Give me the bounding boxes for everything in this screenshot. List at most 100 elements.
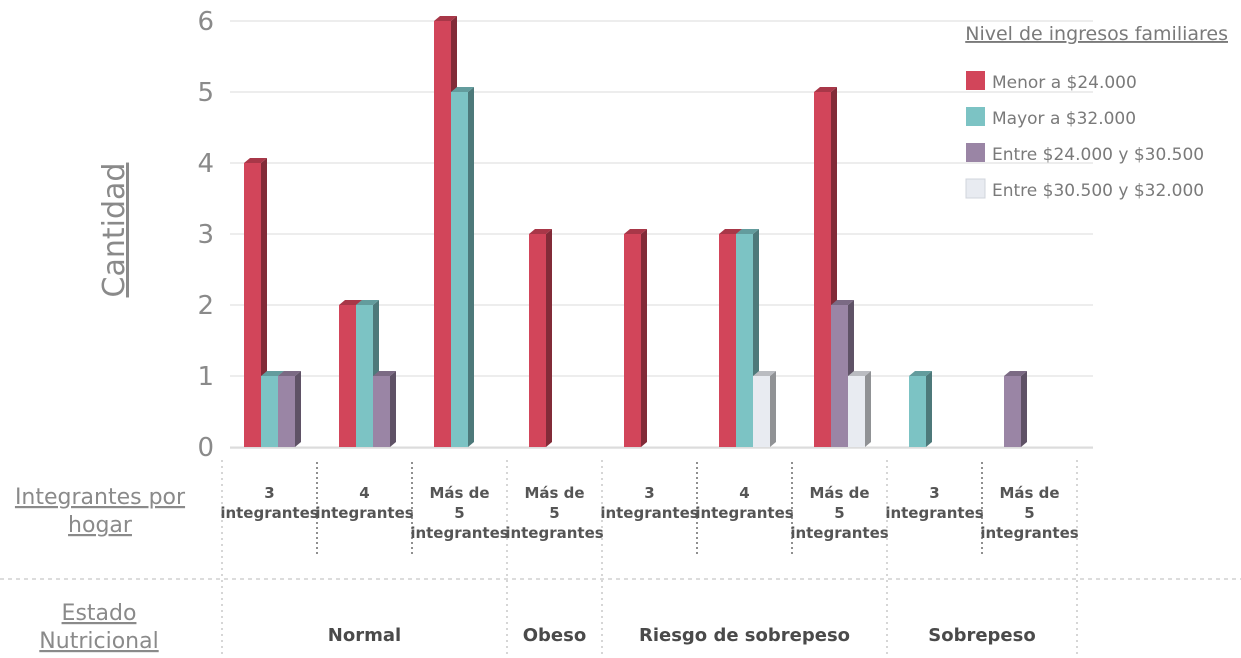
bar-side xyxy=(468,87,474,447)
row-header-group-line-1: Estado xyxy=(62,601,137,626)
x-tick-label-4-line-2: 5 xyxy=(549,504,559,522)
bar-top xyxy=(736,229,759,234)
legend-swatch xyxy=(965,178,986,199)
legend-swatch xyxy=(966,143,985,162)
y-tick-label-1: 1 xyxy=(197,362,214,392)
bar-front xyxy=(261,376,278,447)
bar-front xyxy=(373,376,390,447)
bar-top xyxy=(624,229,647,234)
legend-label: Mayor a $32.000 xyxy=(992,109,1136,129)
group-label-sobrepeso: Sobrepeso xyxy=(928,625,1035,646)
bar-front xyxy=(1004,376,1021,447)
legend-item-entre-24-000-y-30-500: Entre $24.000 y $30.500 xyxy=(966,143,1204,165)
bar-top xyxy=(719,229,742,234)
bar-front xyxy=(356,305,373,447)
bar-side xyxy=(1021,371,1027,447)
bar-top xyxy=(848,371,871,376)
bar-top xyxy=(261,371,284,376)
x-tick-label-3-line-2: 5 xyxy=(454,504,464,522)
x-tick-label-7-line-3: integrantes xyxy=(790,524,888,542)
bar-top xyxy=(753,371,776,376)
x-tick-label-5-line-2: integrantes xyxy=(600,504,698,522)
bar-entre-30-500-y-32-000-6 xyxy=(753,371,776,447)
bar-menor-a-24-000-5 xyxy=(624,229,647,447)
bar-front xyxy=(624,234,641,447)
bar-side xyxy=(926,371,932,447)
x-tick-label-9-line-1: Más de xyxy=(999,484,1059,502)
bar-entre-30-500-y-32-000-7 xyxy=(848,371,871,447)
legend: Nivel de ingresos familiares Menor a $24.… xyxy=(965,23,1228,201)
bar-front xyxy=(339,305,356,447)
bar-entre-24-000-y-30-500-1 xyxy=(278,371,301,447)
bar-side xyxy=(546,229,552,447)
bar-mayor-a-32-000-3 xyxy=(451,87,474,447)
bar-front xyxy=(736,234,753,447)
legend-item-mayor-a-32-000: Mayor a $32.000 xyxy=(966,107,1136,129)
bar-top xyxy=(909,371,932,376)
group-label-riesgo-de-sobrepeso: Riesgo de sobrepeso xyxy=(639,625,850,646)
bar-front xyxy=(278,376,295,447)
x-tick-label-3-line-3: integrantes xyxy=(410,524,508,542)
bar-top xyxy=(434,16,457,21)
legend-swatch xyxy=(966,107,985,126)
x-tick-label-6-line-1: 4 xyxy=(739,484,749,502)
legend-swatch xyxy=(966,71,985,90)
legend-item-menor-a-24-000: Menor a $24.000 xyxy=(966,71,1137,93)
bar-mayor-a-32-000-8 xyxy=(909,371,932,447)
bar-front xyxy=(719,234,736,447)
bar-top xyxy=(278,371,301,376)
y-tick-label-6: 6 xyxy=(197,7,214,37)
category-table: 3 integrantes 4 integrantes Más de 5 integrant… xyxy=(0,460,1241,658)
bar-top xyxy=(529,229,552,234)
bar-front xyxy=(831,305,848,447)
legend-label: Entre $30.500 y $32.000 xyxy=(992,181,1204,201)
row-header-subcategory-line-1: Integrantes por xyxy=(15,485,186,510)
bar-top xyxy=(356,300,379,305)
bar-side xyxy=(295,371,301,447)
bar-front xyxy=(814,92,831,447)
bar-top xyxy=(814,87,837,92)
y-tick-label-2: 2 xyxy=(197,291,214,321)
y-tick-label-4: 4 xyxy=(197,149,214,179)
x-tick-label-3-line-1: Más de xyxy=(429,484,489,502)
bar-menor-a-24-000-4 xyxy=(529,229,552,447)
bar-front xyxy=(909,376,926,447)
x-tick-label-1-line-2: integrantes xyxy=(220,504,318,522)
bar-front xyxy=(529,234,546,447)
group-label-obeso: Obeso xyxy=(523,625,586,646)
bar-front xyxy=(434,21,451,447)
x-tick-label-6-line-2: integrantes xyxy=(695,504,793,522)
bars xyxy=(244,16,1027,447)
legend-label: Entre $24.000 y $30.500 xyxy=(992,145,1204,165)
bar-front xyxy=(451,92,468,447)
x-tick-label-9-line-3: integrantes xyxy=(980,524,1078,542)
row-header-group-line-2: Nutricional xyxy=(39,629,158,654)
x-tick-label-5-line-1: 3 xyxy=(644,484,654,502)
x-tick-label-7-line-2: 5 xyxy=(834,504,844,522)
bar-front xyxy=(848,376,865,447)
y-tick-label-0: 0 xyxy=(197,433,214,463)
bar-top xyxy=(373,371,396,376)
x-tick-label-1-line-1: 3 xyxy=(264,484,274,502)
bar-entre-24-000-y-30-500-2 xyxy=(373,371,396,447)
y-tick-label-3: 3 xyxy=(197,220,214,250)
bar-top xyxy=(451,87,474,92)
bar-side xyxy=(641,229,647,447)
x-tick-label-2-line-1: 4 xyxy=(359,484,369,502)
bar-side xyxy=(865,371,871,447)
x-tick-label-8-line-2: integrantes xyxy=(885,504,983,522)
x-tick-label-8-line-1: 3 xyxy=(929,484,939,502)
x-tick-label-4-line-1: Más de xyxy=(524,484,584,502)
y-axis: 0 1 2 3 4 5 6 Cantidad xyxy=(97,7,214,463)
x-tick-label-4-line-3: integrantes xyxy=(505,524,603,542)
bar-top xyxy=(831,300,854,305)
bar-front xyxy=(244,163,261,447)
bar-top xyxy=(339,300,362,305)
bar-side xyxy=(770,371,776,447)
legend-title: Nivel de ingresos familiares xyxy=(965,23,1228,45)
bar-side xyxy=(390,371,396,447)
x-tick-label-7-line-1: Más de xyxy=(809,484,869,502)
bar-front xyxy=(753,376,770,447)
row-header-subcategory-line-2: hogar xyxy=(68,513,133,538)
